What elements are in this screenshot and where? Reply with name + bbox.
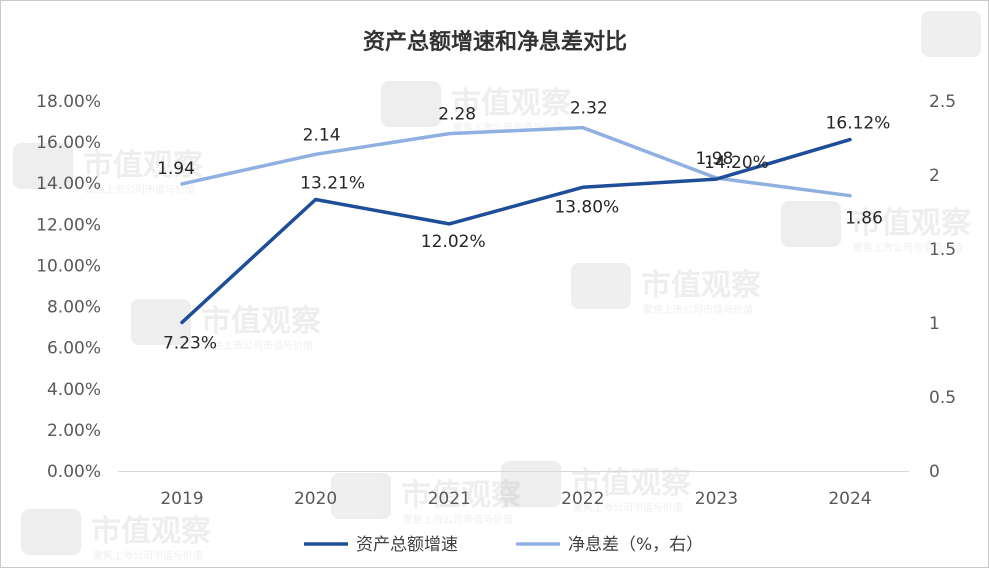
x-tick-label: 2019 (160, 489, 203, 509)
right-tick-label: 2 (929, 166, 940, 186)
watermark-brand: 市值观察 (201, 304, 322, 339)
data-label: 12.02% (421, 232, 486, 252)
left-tick-label: 18.00% (36, 92, 101, 112)
series-line (180, 125, 852, 198)
data-label: 2.14 (303, 125, 341, 145)
x-tick-label: 2022 (561, 489, 604, 509)
watermark-logo (571, 263, 631, 309)
watermark-logo (381, 81, 441, 127)
watermark-tagline: 聚焦上市公司市值与价值 (853, 241, 963, 254)
legend-item: 净息差（%，右） (516, 535, 703, 555)
watermark-logo (921, 11, 981, 57)
data-label: 7.23% (163, 333, 217, 353)
left-tick-label: 12.00% (36, 215, 101, 235)
chart-title: 资产总额增速和净息差对比 (363, 29, 627, 55)
left-tick-label: 14.00% (36, 174, 101, 194)
left-tick-label: 16.00% (36, 133, 101, 153)
watermark-layer: 市值观察聚焦上市公司市值与价值市值观察聚焦上市公司市值与价值市值观察聚焦上市公司… (13, 11, 981, 562)
watermark-brand: 市值观察 (91, 514, 212, 549)
watermark-brand: 市值观察 (451, 86, 572, 121)
left-tick-label: 0.00% (47, 462, 101, 482)
series-line (180, 137, 852, 325)
watermark-logo (331, 473, 391, 519)
data-label: 1.98 (695, 149, 733, 169)
data-labels: 7.23% 13.21% 12.02% 13.80% 14.20% 16.12% 1.94 2… (157, 99, 890, 354)
watermark-brand: 市值观察 (83, 148, 204, 183)
data-label: 1.94 (157, 159, 195, 179)
data-label: 2.28 (438, 105, 476, 125)
legend-label: 净息差（%，右） (568, 535, 703, 555)
x-tick-label: 2021 (428, 489, 471, 509)
watermark-tagline: 聚焦上市公司市值与价值 (403, 513, 513, 526)
watermark-logo (501, 461, 561, 507)
legend-label: 资产总额增速 (356, 535, 458, 555)
left-tick-label: 10.00% (36, 256, 101, 276)
right-tick-label: 1.5 (929, 240, 956, 260)
data-label: 16.12% (826, 114, 891, 134)
right-tick-label: 1 (929, 314, 940, 334)
data-label: 14.20% (704, 153, 769, 173)
right-axis: 0 0.5 1 1.5 2 2.5 (929, 92, 956, 482)
left-tick-label: 4.00% (47, 380, 101, 400)
watermark-tagline: 聚焦上市公司市值与价值 (85, 183, 195, 196)
watermark-tagline: 聚焦上市公司市值与价值 (643, 303, 753, 316)
watermark-brand: 市值观察 (641, 268, 762, 303)
watermark-logo (21, 509, 81, 555)
x-tick-label: 2020 (294, 489, 337, 509)
data-label: 13.21% (300, 173, 365, 193)
data-label: 2.32 (570, 99, 608, 119)
plot-area (180, 125, 852, 325)
legend-item: 资产总额增速 (304, 535, 458, 555)
left-tick-label: 8.00% (47, 298, 101, 318)
x-tick-label: 2023 (695, 489, 738, 509)
data-label: 13.80% (554, 197, 619, 217)
watermark-brand: 市值观察 (401, 478, 522, 513)
right-tick-label: 0.5 (929, 388, 956, 408)
left-axis: 0.00% 2.00% 4.00% 6.00% 8.00% 10.00% 12.00% 14.… (36, 92, 101, 482)
watermark-tagline: 聚焦上市公司市值与价值 (203, 339, 313, 352)
legend: 资产总额增速 净息差（%，右） (304, 535, 703, 555)
x-axis: 2019 2020 2021 2022 2023 2024 (160, 489, 871, 509)
right-tick-label: 2.5 (929, 92, 956, 112)
left-tick-label: 2.00% (47, 421, 101, 441)
right-tick-label: 0 (929, 462, 940, 482)
x-tick-label: 2024 (828, 489, 871, 509)
watermark-logo (13, 143, 73, 189)
watermark-logo (781, 201, 841, 247)
watermark-logo (131, 299, 191, 345)
left-tick-label: 6.00% (47, 339, 101, 359)
watermark-brand: 市值观察 (851, 206, 972, 241)
watermark-tagline: 聚焦上市公司市值与价值 (93, 549, 203, 562)
data-label: 1.86 (845, 209, 883, 229)
watermark-tagline: 聚焦上市公司市值与价值 (573, 501, 683, 514)
